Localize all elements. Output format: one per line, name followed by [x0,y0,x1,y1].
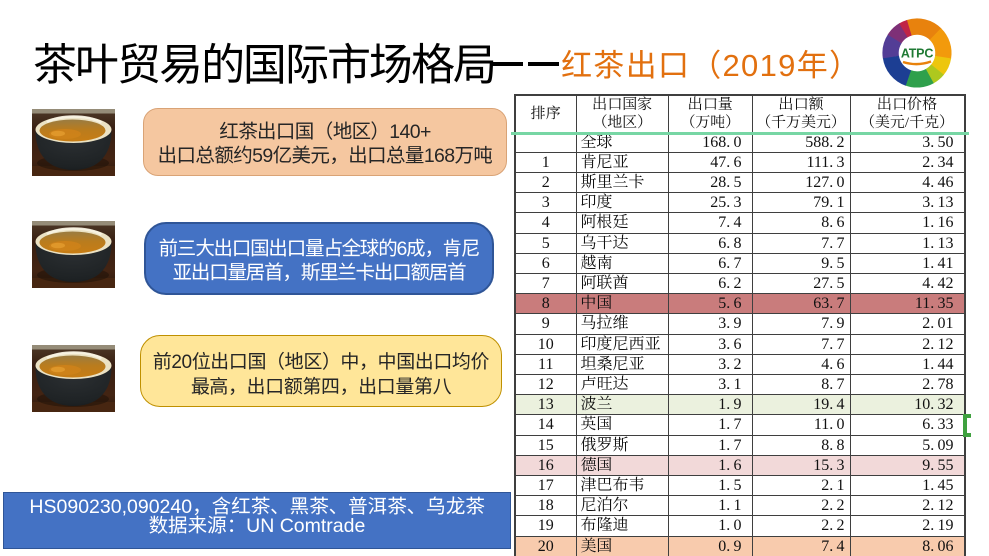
svg-text:ATPC: ATPC [901,47,933,61]
